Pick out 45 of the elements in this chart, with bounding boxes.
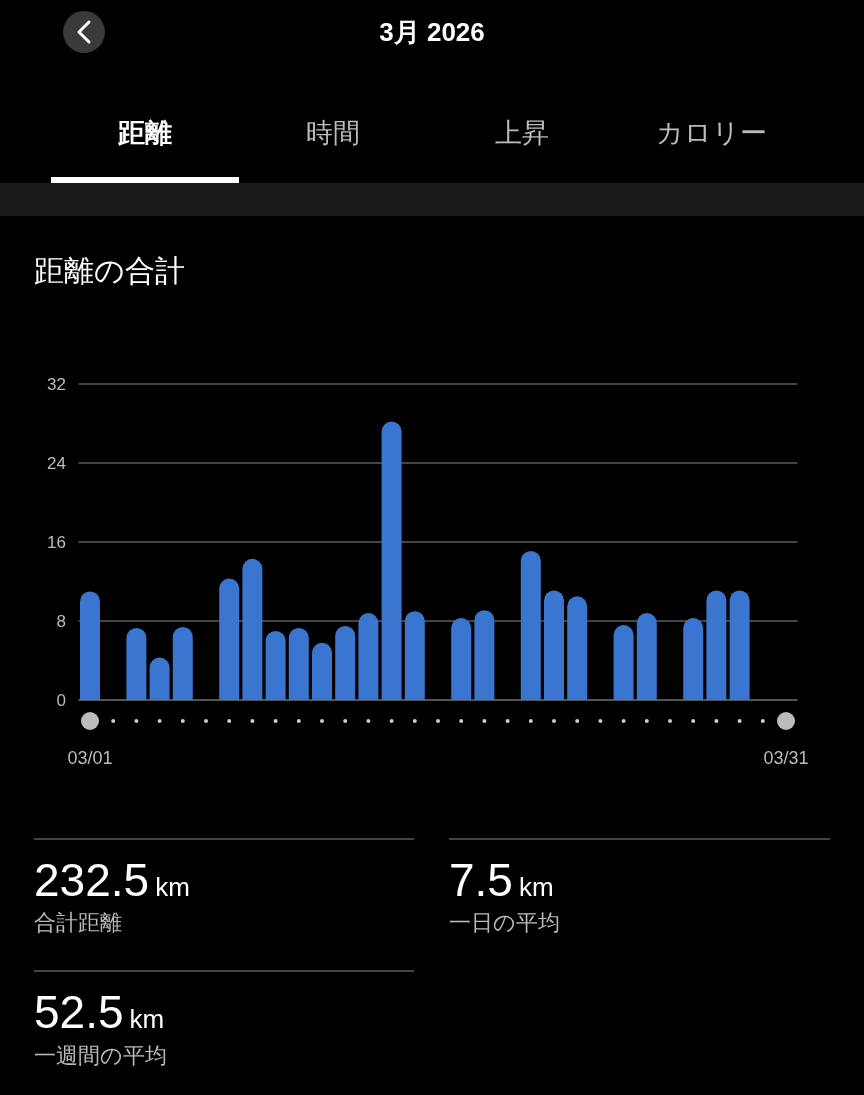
bar bbox=[613, 624, 634, 700]
text: km bbox=[129, 1004, 165, 1034]
text: 52.5 bbox=[34, 986, 124, 1038]
chart-title: 距離の合計 bbox=[34, 254, 185, 287]
bar bbox=[149, 657, 170, 700]
text: 上昇 bbox=[495, 118, 549, 148]
text: 時間 bbox=[306, 118, 360, 148]
bar bbox=[358, 613, 379, 700]
bar bbox=[567, 596, 588, 700]
y-tick-label: 24 bbox=[47, 454, 66, 473]
text: 距離 bbox=[117, 118, 172, 148]
text: 3月 2026 bbox=[379, 17, 485, 47]
y-tick-label: 32 bbox=[47, 375, 66, 394]
bar bbox=[381, 421, 402, 700]
y-tick-label: 8 bbox=[56, 612, 66, 631]
bar bbox=[706, 590, 727, 700]
bar bbox=[683, 618, 704, 700]
x-tick-label: 03/01 bbox=[67, 748, 113, 768]
bar bbox=[729, 590, 750, 700]
text: 一週間の平均 bbox=[34, 1043, 167, 1068]
bar bbox=[242, 558, 263, 700]
x-tick-label: 03/31 bbox=[763, 748, 809, 768]
y-tick-label: 0 bbox=[56, 691, 66, 710]
text: km bbox=[518, 872, 554, 902]
bar bbox=[288, 627, 309, 700]
text: 232.5 bbox=[34, 854, 150, 906]
bar bbox=[544, 590, 564, 700]
bar bbox=[172, 626, 193, 700]
bar bbox=[474, 610, 495, 700]
bar bbox=[219, 578, 240, 700]
bar bbox=[335, 625, 356, 700]
bar bbox=[80, 591, 100, 700]
text: km bbox=[155, 872, 190, 902]
bar bbox=[312, 642, 332, 700]
bar bbox=[451, 618, 472, 700]
bar bbox=[265, 630, 286, 700]
y-tick-label: 16 bbox=[47, 533, 66, 552]
bar bbox=[126, 627, 147, 700]
text: カロリー bbox=[655, 118, 767, 148]
bar bbox=[636, 613, 657, 700]
bar bbox=[520, 550, 541, 700]
text: 一日の平均 bbox=[449, 910, 560, 935]
text: 7.5 bbox=[449, 854, 513, 906]
bar bbox=[404, 611, 425, 700]
text: 合計距離 bbox=[34, 910, 122, 935]
